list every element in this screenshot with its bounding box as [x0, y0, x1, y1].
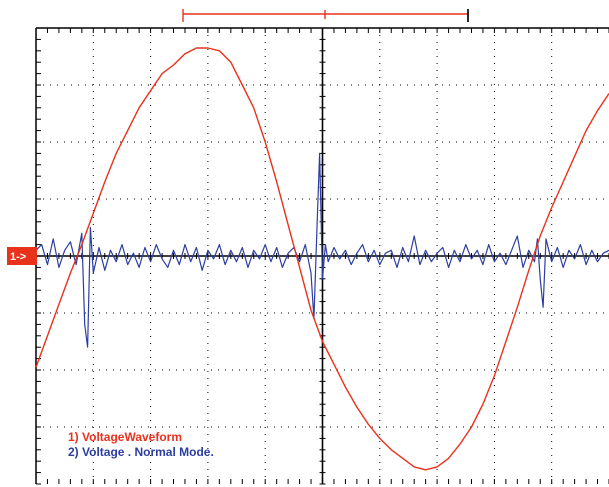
- trigger-marker[interactable]: 1->: [7, 247, 37, 265]
- legend: 1) VoltageWaveform 2) Voltage . Normal M…: [68, 430, 214, 459]
- trigger-marker-box: [7, 247, 37, 265]
- legend-entry-2: 2) Voltage . Normal Mode.: [68, 445, 214, 459]
- series-voltage-normal-mode: [35, 152, 609, 348]
- series-layer: [35, 47, 609, 471]
- series-voltage-waveform: [35, 47, 609, 471]
- legend-entry-1: 1) VoltageWaveform: [68, 430, 182, 444]
- horizontal-cursor-bar[interactable]: [182, 9, 469, 22]
- trigger-marker-label: 1->: [10, 251, 26, 263]
